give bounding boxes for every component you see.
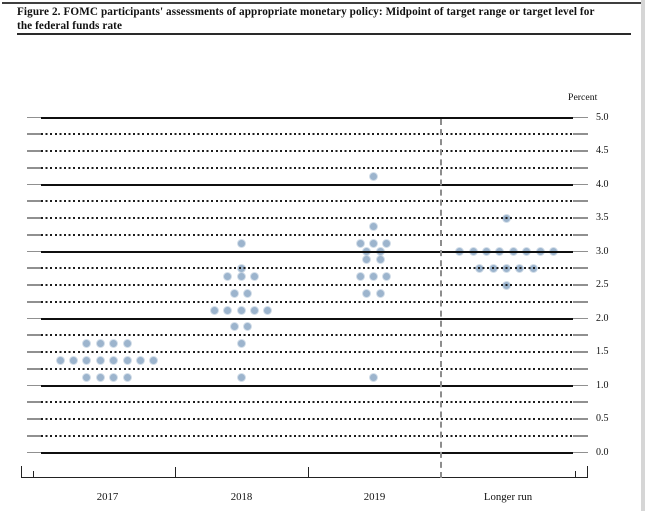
projection-dot — [123, 373, 131, 381]
projection-dot — [363, 289, 371, 297]
projection-dot — [83, 340, 91, 348]
projection-dot — [123, 340, 131, 348]
y-tick-label: 5.0 — [596, 111, 609, 123]
projection-dot — [230, 289, 238, 297]
x-axis-label-2019: 2019 — [363, 491, 386, 503]
projection-dot — [363, 256, 371, 264]
projection-dot — [376, 289, 384, 297]
y-tick-label: 0.0 — [596, 446, 609, 458]
projection-dot — [96, 373, 104, 381]
projection-dot — [237, 306, 245, 314]
x-axis-line — [21, 477, 588, 479]
y-tick-label: 2.5 — [596, 279, 609, 290]
x-axis-left-inner-tick — [33, 471, 35, 478]
figure-title-line2: the federal funds rate — [17, 20, 123, 32]
projection-dot — [224, 306, 232, 314]
projection-dot — [376, 256, 384, 264]
figure-title: Figure 2. FOMC participants' assessments… — [17, 5, 637, 33]
projection-dot — [70, 356, 77, 364]
y-axis-unit-label: Percent — [568, 92, 598, 103]
y-tick-label: 1.0 — [596, 379, 609, 391]
projection-dot — [370, 373, 377, 381]
x-axis-label-longer-run: Longer run — [483, 491, 533, 503]
y-tick-label: 4.5 — [596, 145, 609, 156]
projection-dot — [83, 373, 91, 381]
projection-dot — [250, 273, 258, 281]
projection-dot — [96, 356, 104, 364]
figure-title-underline — [17, 33, 631, 35]
projection-dot — [150, 356, 158, 364]
projection-dot — [96, 340, 104, 348]
projection-dot — [264, 306, 272, 314]
projection-dot — [250, 306, 258, 314]
projection-dot — [137, 356, 144, 364]
projection-dot — [230, 323, 238, 331]
x-axis-right-inner-tick — [574, 471, 576, 478]
projection-dot — [123, 356, 131, 364]
projection-dot — [356, 273, 364, 281]
x-axis-bin-tick-1 — [174, 467, 176, 478]
projection-dot — [237, 273, 245, 281]
projection-dot — [370, 239, 377, 247]
y-tick-label: 4.0 — [596, 178, 609, 190]
projection-dot — [244, 323, 252, 331]
projection-dot — [83, 356, 91, 364]
projection-dot — [237, 373, 245, 381]
y-tick-label: 2.0 — [596, 312, 609, 324]
projection-dot — [383, 273, 391, 281]
y-tick-label: 0.5 — [596, 413, 609, 424]
projection-dot — [110, 356, 118, 364]
projection-dot — [110, 340, 118, 348]
x-axis-left-corner-tick — [21, 466, 23, 478]
projection-dot — [56, 356, 64, 364]
y-tick-label: 1.5 — [596, 346, 609, 357]
projection-dot — [244, 289, 252, 297]
x-axis-label-2018: 2018 — [230, 491, 253, 503]
projection-dot — [210, 306, 218, 314]
projection-dot — [383, 239, 391, 247]
projection-dot — [356, 239, 364, 247]
projection-dot — [110, 373, 118, 381]
longer-run-separator-dashed-line — [440, 119, 442, 478]
y-tick-label: 3.5 — [596, 212, 609, 223]
page-top-rule — [2, 2, 645, 4]
projection-dot — [370, 273, 377, 281]
projection-dot — [237, 239, 245, 247]
x-axis-label-2017: 2017 — [96, 491, 119, 503]
projection-dot — [370, 222, 377, 230]
projection-dot — [224, 273, 232, 281]
x-axis-right-corner-tick — [587, 466, 589, 478]
y-tick-label: 3.0 — [596, 245, 609, 257]
x-axis-bin-tick-2 — [307, 467, 309, 478]
figure-title-line1: Figure 2. FOMC participants' assessments… — [17, 6, 595, 18]
projection-dot — [237, 340, 245, 348]
projection-dot — [370, 172, 377, 180]
page-right-edge — [641, 0, 645, 511]
